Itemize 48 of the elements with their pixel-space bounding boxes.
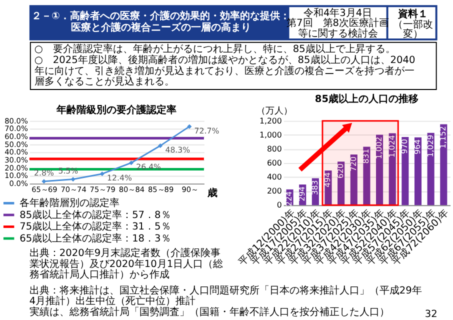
legend-label: 85歳以上全体の認定率：57．8％ (20, 208, 171, 221)
x-axis-title: 歳 (206, 186, 218, 199)
data-label: 72.7% (194, 126, 220, 136)
text: 資料１ (396, 8, 428, 20)
source-note: 出典：2020年9月末認定者数（介護保険事業状況報告）及び2020年10月1日人口（総務省統計局人口推計）から作成 (29, 247, 224, 281)
legend-label: 各年齢階層別の認定率 (20, 197, 120, 210)
point (187, 124, 192, 129)
text: 令和4年3月4日 (303, 6, 372, 19)
data-label: 1,002 (374, 136, 384, 160)
chart-title: 年齢階級別の要介護認定率 (56, 104, 177, 116)
y-tick-label: 1,000 (259, 130, 282, 140)
data-label: 620 (336, 164, 346, 178)
chart-title: 85歳以上の人口の推移 (314, 93, 419, 106)
legend-label: 75歳以上全体の認定率：31．5％ (20, 220, 171, 233)
data-label: 12.4% (107, 174, 132, 183)
data-label: 2.8% (34, 168, 54, 178)
point (100, 172, 104, 176)
point (158, 143, 163, 148)
data-label: 970 (400, 138, 410, 154)
bar (440, 124, 448, 206)
y-tick-label: 0 (276, 200, 282, 210)
point (70, 176, 76, 182)
point (128, 160, 134, 166)
y-tick-label: 200 (266, 186, 282, 196)
data-label: 294 (298, 186, 307, 202)
data-label: 383 (310, 180, 320, 196)
bar (402, 136, 409, 206)
y-tick-label: 400 (266, 172, 282, 182)
source-note: 出典：将来推計は、国立社会保障・人口問題研究所「日本の将来推計人口」（平成29年4月推計）出生中位（死亡中位）推計 (29, 284, 422, 308)
text: 実績は、総務省統計局「国勢調査」（国籍・年齢不詳人口を按分補正した人口） (29, 306, 390, 318)
text: ○ 2025年度以降、後期高齢者の増加は緩やかとなるが、85歳以上の人口は、2040年に向けて、引き続き増加が見込まれており、医療と介護の複合ニーズを持つ者が一層多くなることが見込まれる。 (34, 54, 416, 88)
data-label: 48.3% (165, 146, 190, 155)
data-label: 1,029 (426, 134, 435, 158)
y-axis-title: （万人） (256, 105, 292, 116)
data-label: 720 (348, 156, 358, 172)
text: ○ 要介護認定率は、年齢が上がるにつれ上昇し、特に、85歳以上で上昇する。 (34, 43, 396, 56)
data-label: 224 (284, 191, 294, 206)
y-tick-label: 800 (266, 144, 282, 154)
text: （一部改変） (392, 18, 433, 40)
y-tick-label: 600 (266, 158, 282, 168)
legend-label: 65歳以上全体の認定率：18．3％ (20, 232, 171, 244)
data-label: 1,024 (387, 135, 396, 158)
data-label: 964 (412, 139, 422, 154)
data-label: 1,152 (438, 126, 448, 149)
y-tick-label: 1,200 (259, 116, 282, 126)
data-label: 831 (362, 148, 371, 164)
text: 32 (424, 308, 438, 320)
data-label: 494 (323, 172, 332, 188)
